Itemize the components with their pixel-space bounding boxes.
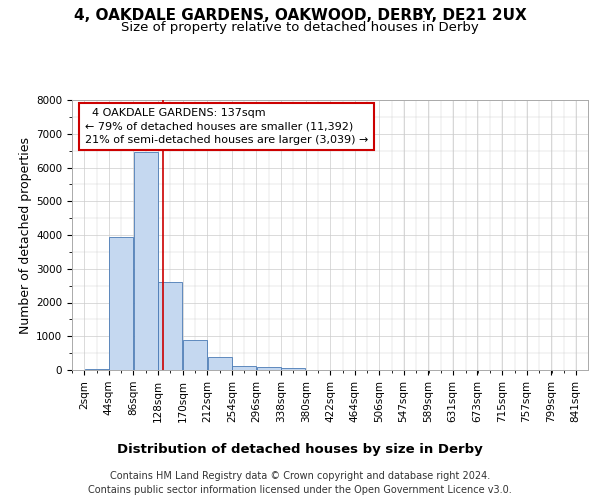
Bar xyxy=(85,369,109,370)
Text: Contains HM Land Registry data © Crown copyright and database right 2024.: Contains HM Land Registry data © Crown c… xyxy=(110,471,490,481)
Bar xyxy=(232,366,256,370)
Text: 4, OAKDALE GARDENS, OAKWOOD, DERBY, DE21 2UX: 4, OAKDALE GARDENS, OAKWOOD, DERBY, DE21… xyxy=(74,8,526,22)
Bar xyxy=(183,340,207,370)
Bar xyxy=(109,236,133,370)
Text: 4 OAKDALE GARDENS: 137sqm
← 79% of detached houses are smaller (11,392)
21% of s: 4 OAKDALE GARDENS: 137sqm ← 79% of detac… xyxy=(85,108,368,145)
Text: Contains public sector information licensed under the Open Government Licence v3: Contains public sector information licen… xyxy=(88,485,512,495)
Bar xyxy=(158,282,182,370)
Bar xyxy=(281,368,305,370)
Bar xyxy=(134,152,158,370)
Bar xyxy=(257,366,281,370)
Y-axis label: Number of detached properties: Number of detached properties xyxy=(19,136,32,334)
Text: Distribution of detached houses by size in Derby: Distribution of detached houses by size … xyxy=(117,442,483,456)
Bar xyxy=(208,357,232,370)
Text: Size of property relative to detached houses in Derby: Size of property relative to detached ho… xyxy=(121,21,479,34)
